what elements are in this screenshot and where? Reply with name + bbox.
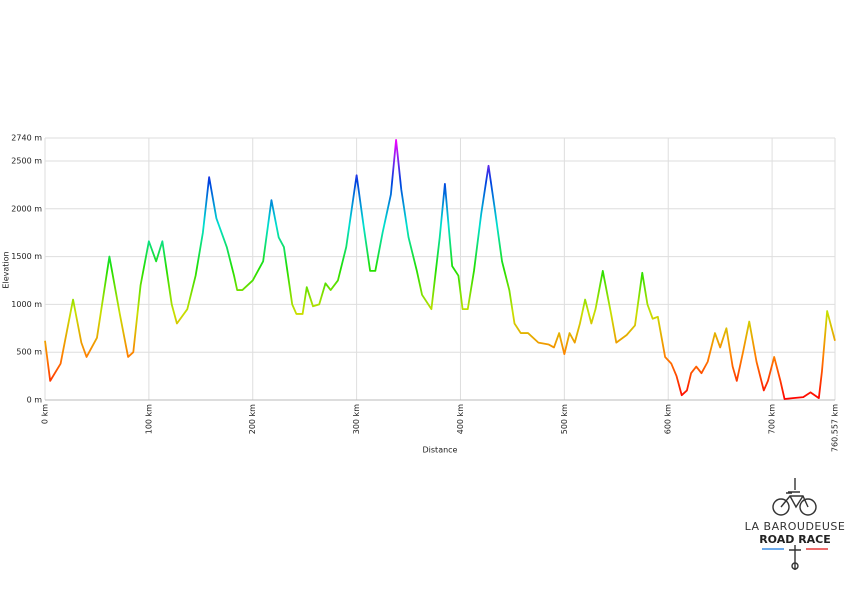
y-tick-label: 0 m xyxy=(27,396,43,405)
y-tick-label: 1000 m xyxy=(11,300,42,309)
x-tick-label: 200 km xyxy=(248,404,257,434)
x-tick-label: 600 km xyxy=(664,404,673,434)
x-axis-label: Distance xyxy=(423,446,458,455)
logo-tool xyxy=(791,562,799,570)
logo-frame xyxy=(780,492,809,509)
logo-wheel xyxy=(799,498,817,516)
logo xyxy=(762,478,828,570)
logo-icon xyxy=(788,478,800,493)
x-tick-label: 300 km xyxy=(352,404,361,434)
y-tick-label: 1500 m xyxy=(11,252,42,261)
y-axis-label: Elevation xyxy=(2,251,11,288)
y-tick-label: 2740 m xyxy=(11,134,42,143)
x-tick-label: 700 km xyxy=(768,404,777,434)
y-tick-label: 2500 m xyxy=(11,156,42,165)
x-tick-label: 100 km xyxy=(144,404,153,434)
x-tick-label: 400 km xyxy=(456,404,465,434)
elevation-line xyxy=(44,139,836,400)
x-tick-label: 0 km xyxy=(41,404,50,424)
logo-tool xyxy=(789,545,801,570)
logo-text: LA BAROUDEUSE xyxy=(745,520,845,533)
x-tick-label: 760.557 km xyxy=(831,404,840,452)
logo-wheel xyxy=(772,498,790,516)
y-tick-label: 500 m xyxy=(16,348,42,357)
x-tick-label: 500 km xyxy=(560,404,569,434)
logo-text: ROAD RACE xyxy=(759,533,831,546)
y-tick-label: 2000 m xyxy=(11,204,42,213)
